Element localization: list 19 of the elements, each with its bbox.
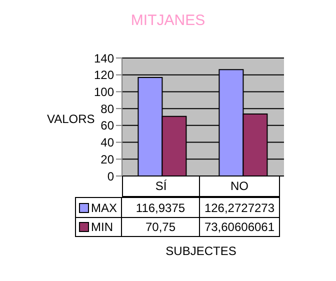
y-tick-label: 40 <box>100 136 114 150</box>
x-tick-label: SÍ <box>122 176 200 197</box>
legend-label: MAX <box>91 200 118 214</box>
data-label: 70,75 <box>122 218 200 237</box>
y-tick-label: 20 <box>100 152 114 166</box>
data-label: 116,9375 <box>122 197 200 218</box>
y-axis-title: VALORS <box>47 112 95 126</box>
y-tick-label: 140 <box>94 51 114 66</box>
x-tick-label: NO <box>200 176 280 197</box>
x-axis-title: SUBJECTES <box>164 244 238 258</box>
y-tick-label: 100 <box>94 84 114 99</box>
data-label: 126,2727273 <box>200 197 280 218</box>
y-tick-label: 120 <box>94 68 114 82</box>
y-tick-label: 80 <box>100 102 114 116</box>
y-tick-label: 60 <box>100 118 114 133</box>
y-tick-label: 0 <box>107 169 114 184</box>
chart-title: MITJANES <box>130 12 206 29</box>
data-label: 73,60606061 <box>200 218 280 237</box>
legend-label: MIN <box>91 220 113 234</box>
